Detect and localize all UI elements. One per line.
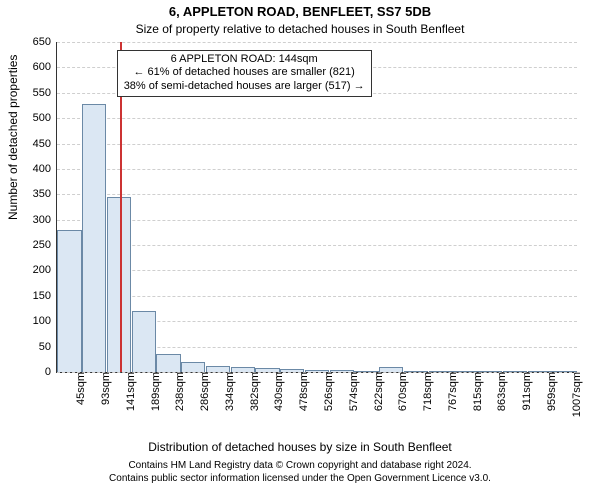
x-tick-label: 430sqm [271,372,285,411]
x-tick-label: 93sqm [98,372,112,405]
x-tick-label: 574sqm [346,372,360,411]
x-tick-label: 815sqm [470,372,484,411]
x-axis-label: Distribution of detached houses by size … [0,440,600,454]
gridline [57,194,577,195]
gridline [57,245,577,246]
y-tick-label: 200 [33,264,57,276]
footer-line-1: Contains HM Land Registry data © Crown c… [0,460,600,473]
bar [156,354,180,372]
x-tick-label: 141sqm [123,372,137,411]
x-tick-label: 911sqm [519,372,533,410]
gridline [57,220,577,221]
y-axis-label: Number of detached properties [6,55,20,220]
y-tick-label: 250 [33,239,57,251]
x-tick-label: 959sqm [544,372,558,411]
x-tick-label: 767sqm [445,372,459,411]
gridline [57,270,577,271]
gridline [57,42,577,43]
x-tick-label: 526sqm [321,372,335,411]
x-tick-label: 45sqm [73,372,87,405]
x-tick-label: 238sqm [172,372,186,411]
x-tick-label: 1007sqm [569,372,583,417]
plot-area: 0501001502002503003504004505005506006504… [56,42,577,373]
y-tick-label: 500 [33,112,57,124]
x-tick-label: 286sqm [197,372,211,411]
y-tick-label: 150 [33,290,57,302]
annotation-line: ← 61% of detached houses are smaller (82… [124,66,365,80]
x-tick-label: 863sqm [494,372,508,411]
annotation-line: 38% of semi-detached houses are larger (… [124,80,365,94]
chart-title: 6, APPLETON ROAD, BENFLEET, SS7 5DB [0,4,600,19]
y-tick-label: 450 [33,138,57,150]
y-tick-label: 600 [33,61,57,73]
annotation-line: 6 APPLETON ROAD: 144sqm [124,53,365,67]
y-tick-label: 350 [33,188,57,200]
gridline [57,118,577,119]
y-tick-label: 650 [33,36,57,48]
bar [107,197,131,372]
bar [181,362,205,372]
x-tick-label: 718sqm [420,372,434,411]
x-tick-label: 670sqm [395,372,409,411]
x-tick-label: 478sqm [296,372,310,411]
x-tick-label: 622sqm [371,372,385,411]
y-tick-label: 100 [33,315,57,327]
bar [82,104,106,372]
gridline [57,169,577,170]
y-tick-label: 550 [33,87,57,99]
bar [132,311,156,372]
annotation-box: 6 APPLETON ROAD: 144sqm← 61% of detached… [117,50,372,97]
bar [57,230,81,372]
x-tick-label: 382sqm [247,372,261,411]
y-tick-label: 400 [33,163,57,175]
footer-line-2: Contains public sector information licen… [0,473,600,486]
y-tick-label: 300 [33,214,57,226]
chart-subtitle: Size of property relative to detached ho… [0,22,600,36]
x-tick-label: 189sqm [148,372,162,411]
y-tick-label: 0 [45,366,57,378]
y-tick-label: 50 [39,341,57,353]
gridline [57,144,577,145]
chart-footer: Contains HM Land Registry data © Crown c… [0,460,600,485]
gridline [57,296,577,297]
x-tick-label: 334sqm [222,372,236,411]
